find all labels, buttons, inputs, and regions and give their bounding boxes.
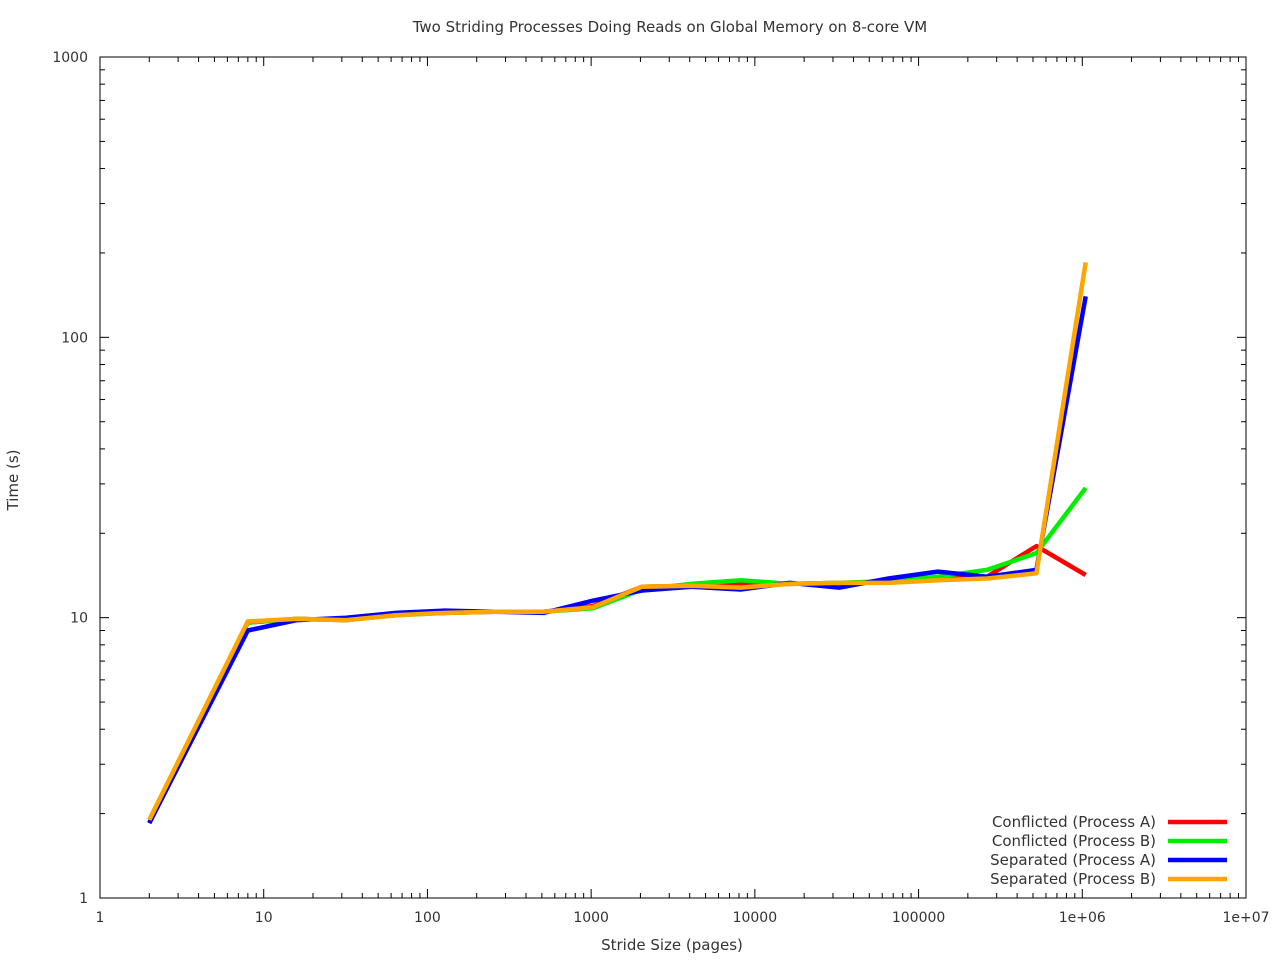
x-tick-label: 1e+06 (1059, 910, 1106, 926)
x-tick-label: 100000 (892, 910, 945, 926)
y-tick-label: 10 (70, 611, 88, 627)
legend-label: Separated (Process B) (990, 870, 1156, 888)
series-line-4 (147, 262, 1088, 821)
x-tick-label: 1 (96, 910, 105, 926)
plot-area (99, 56, 1247, 899)
legend: Conflicted (Process A)Conflicted (Proces… (990, 813, 1227, 888)
x-tick-label: 1e+07 (1222, 910, 1269, 926)
legend-label: Conflicted (Process B) (992, 832, 1156, 850)
y-tick-label: 100 (61, 330, 88, 346)
legend-label: Conflicted (Process A) (992, 813, 1156, 831)
series-lines (147, 262, 1088, 825)
axis-ticks: 1 10 100 1000 10000 100000 1e+06 1e+07 1 10 100 100… (52, 50, 1269, 926)
chart-title: Two Striding Processes Doing Reads on Gl… (412, 18, 928, 36)
series-line-3 (147, 296, 1088, 825)
x-axis-label: Stride Size (pages) (601, 936, 743, 954)
legend-label: Separated (Process A) (990, 851, 1156, 869)
x-tick-label: 100 (414, 910, 441, 926)
y-tick-label: 1000 (52, 50, 88, 66)
x-tick-label: 10 (255, 910, 273, 926)
x-tick-label: 1000 (573, 910, 609, 926)
y-axis-label: Time (s) (4, 450, 22, 512)
x-tick-label: 10000 (733, 910, 778, 926)
y-tick-label: 1 (79, 891, 88, 907)
